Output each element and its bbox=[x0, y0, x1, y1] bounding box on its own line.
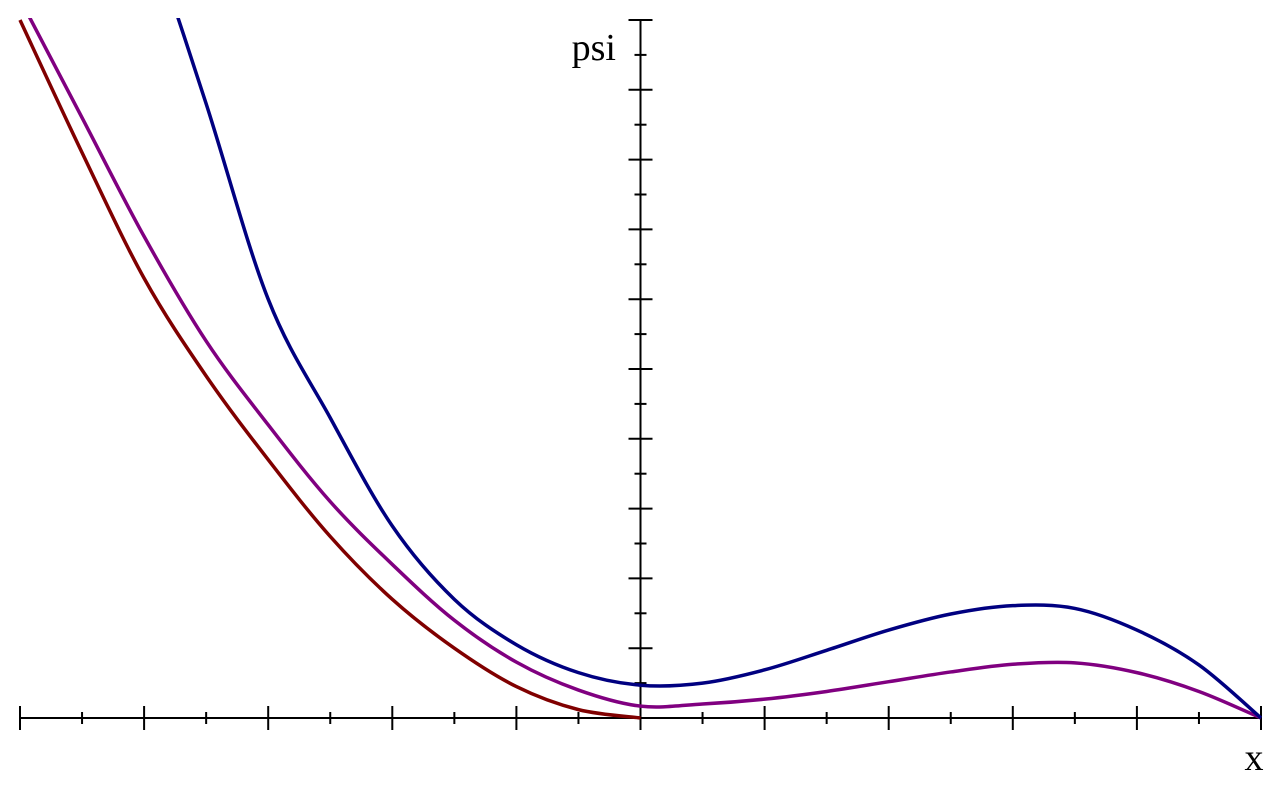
line-series bbox=[18, 19, 641, 720]
y-axis-label: psi bbox=[572, 27, 616, 69]
line-series bbox=[176, 18, 1263, 720]
x-axis-label: x bbox=[1245, 737, 1264, 779]
line-series bbox=[27, 18, 1262, 720]
